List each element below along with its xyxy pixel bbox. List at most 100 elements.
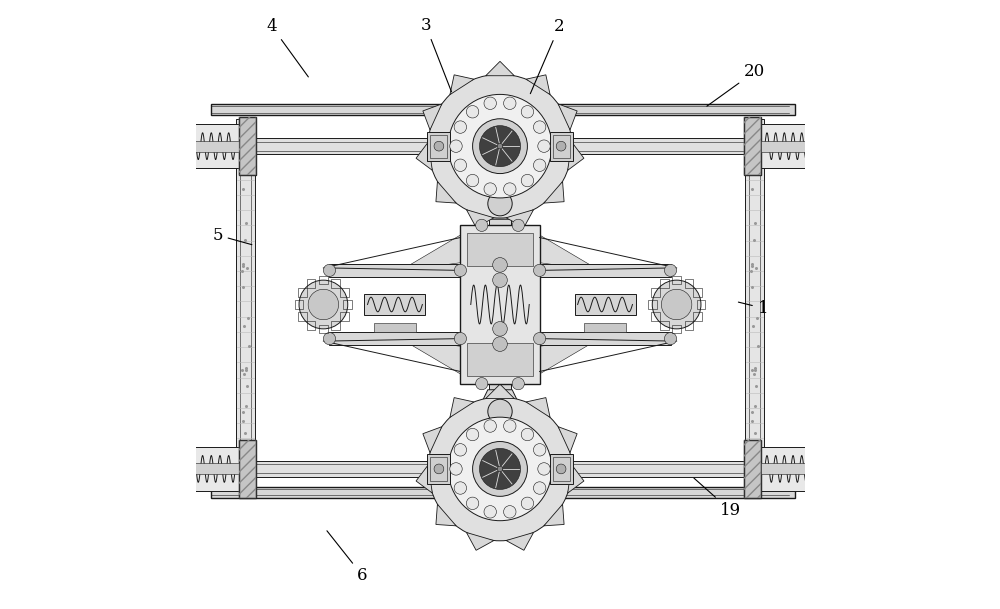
Bar: [211, 104, 795, 115]
Circle shape: [556, 141, 566, 151]
Bar: [340, 288, 349, 297]
Bar: [651, 312, 660, 321]
Polygon shape: [400, 338, 467, 378]
Circle shape: [664, 264, 677, 276]
Text: 3: 3: [420, 17, 451, 92]
Bar: [761, 447, 812, 491]
Bar: [672, 276, 681, 284]
Circle shape: [497, 143, 503, 149]
Text: 4: 4: [266, 18, 308, 77]
Bar: [298, 288, 307, 297]
Bar: [239, 117, 256, 175]
Bar: [188, 124, 239, 168]
Polygon shape: [544, 181, 564, 203]
Polygon shape: [526, 75, 550, 94]
Bar: [761, 124, 812, 168]
Circle shape: [434, 141, 444, 151]
Bar: [550, 132, 573, 161]
Bar: [430, 457, 447, 481]
Circle shape: [512, 378, 524, 390]
Bar: [817, 486, 828, 492]
Circle shape: [454, 159, 467, 172]
Bar: [489, 175, 511, 200]
Circle shape: [473, 119, 527, 174]
Polygon shape: [568, 465, 584, 493]
Bar: [817, 446, 828, 452]
Bar: [307, 279, 315, 287]
Text: 1: 1: [738, 300, 768, 317]
Polygon shape: [466, 532, 494, 551]
Circle shape: [488, 400, 512, 424]
Bar: [697, 300, 705, 309]
Polygon shape: [423, 104, 442, 130]
Bar: [172, 446, 183, 452]
Circle shape: [493, 337, 507, 351]
Bar: [540, 332, 671, 345]
Polygon shape: [533, 231, 600, 271]
Bar: [331, 322, 340, 330]
Text: 6: 6: [327, 531, 368, 584]
Bar: [812, 129, 832, 163]
Bar: [329, 332, 460, 345]
Polygon shape: [506, 532, 534, 551]
Polygon shape: [436, 181, 456, 203]
Circle shape: [484, 505, 496, 518]
Circle shape: [488, 191, 512, 216]
Circle shape: [473, 442, 527, 496]
Circle shape: [479, 125, 521, 167]
Circle shape: [428, 74, 572, 218]
Bar: [744, 117, 761, 175]
Bar: [188, 141, 239, 152]
Circle shape: [664, 333, 677, 345]
Circle shape: [493, 322, 507, 336]
Polygon shape: [450, 398, 474, 417]
Bar: [256, 138, 439, 154]
Bar: [685, 322, 693, 330]
Bar: [168, 129, 188, 163]
Bar: [239, 440, 256, 498]
Circle shape: [479, 448, 521, 490]
Bar: [467, 233, 533, 266]
Bar: [817, 163, 828, 169]
Circle shape: [450, 463, 462, 475]
Bar: [693, 312, 702, 321]
Bar: [817, 123, 828, 130]
Bar: [561, 461, 744, 477]
Bar: [651, 288, 660, 297]
Bar: [812, 452, 832, 486]
Bar: [744, 440, 761, 498]
Circle shape: [428, 397, 572, 541]
Polygon shape: [558, 104, 577, 130]
Bar: [660, 279, 669, 287]
Polygon shape: [416, 465, 432, 493]
Circle shape: [466, 428, 479, 441]
Polygon shape: [533, 338, 600, 378]
Bar: [550, 454, 573, 484]
Bar: [340, 312, 349, 321]
Circle shape: [493, 273, 507, 287]
Bar: [239, 117, 256, 175]
Circle shape: [466, 174, 479, 187]
Polygon shape: [400, 231, 467, 271]
Circle shape: [323, 333, 336, 345]
Polygon shape: [466, 209, 494, 228]
Circle shape: [556, 464, 566, 474]
Circle shape: [504, 505, 516, 518]
Circle shape: [538, 463, 550, 475]
Circle shape: [454, 264, 467, 276]
Bar: [188, 463, 239, 474]
Polygon shape: [486, 62, 514, 76]
Bar: [427, 454, 450, 484]
Circle shape: [533, 121, 546, 133]
Bar: [168, 452, 188, 486]
Bar: [540, 264, 671, 277]
Bar: [648, 300, 657, 309]
Circle shape: [521, 428, 534, 441]
Bar: [489, 203, 511, 412]
Polygon shape: [544, 504, 564, 526]
Circle shape: [504, 97, 516, 110]
Circle shape: [493, 258, 507, 272]
Circle shape: [454, 443, 467, 456]
Bar: [575, 294, 636, 315]
Circle shape: [323, 264, 336, 276]
